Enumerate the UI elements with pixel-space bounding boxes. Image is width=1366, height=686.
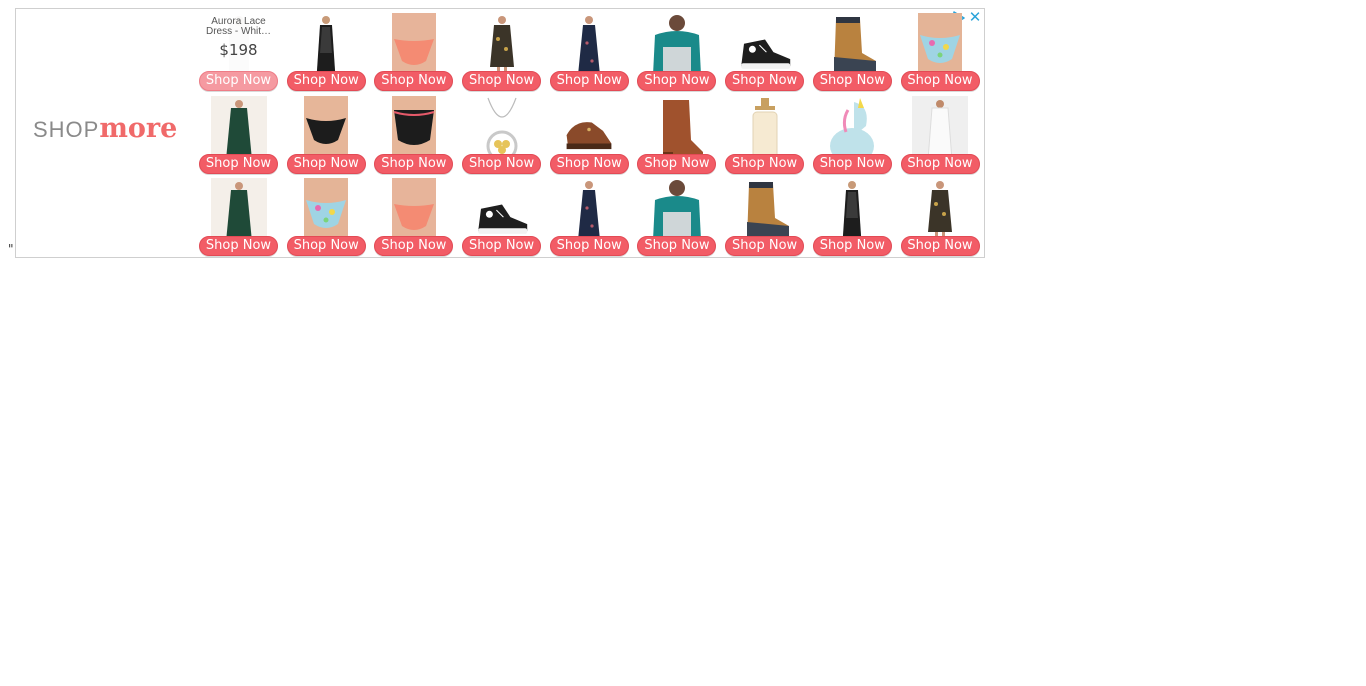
shop-now-button[interactable]: Shop Now bbox=[812, 236, 892, 256]
product-tile[interactable]: Shop Now bbox=[812, 178, 892, 256]
product-tile[interactable]: Shop Now bbox=[725, 178, 805, 256]
product-tile[interactable]: Shop Now bbox=[549, 13, 629, 91]
product-tile[interactable]: Shop Now bbox=[812, 13, 892, 91]
featured-product-name: Aurora Lace Dress - Whit… bbox=[206, 16, 271, 37]
product-tile[interactable]: Shop Now bbox=[462, 96, 542, 174]
product-tile[interactable]: Shop Now bbox=[374, 178, 454, 256]
product-image-black-lace-maxi-dress[interactable] bbox=[824, 178, 880, 252]
shop-now-button[interactable]: Shop Now bbox=[637, 153, 717, 174]
shop-now-button[interactable]: Shop Now bbox=[812, 71, 892, 91]
product-tile[interactable]: Shop Now bbox=[286, 178, 366, 256]
product-tile[interactable]: Shop Now bbox=[725, 96, 805, 174]
logo-more-text: more bbox=[99, 113, 178, 144]
product-image-black-high-top-sneaker[interactable] bbox=[474, 178, 530, 252]
product-grid: Aurora Lace Dress - Whit… $198 Shop Now Sho… bbox=[199, 13, 980, 256]
shop-now-button[interactable]: Shop Now bbox=[725, 71, 805, 91]
shop-now-button[interactable]: Shop Now bbox=[374, 71, 454, 91]
product-image-brown-leather-clog[interactable] bbox=[561, 96, 617, 170]
product-image-navy-floral-maxi-dress[interactable] bbox=[561, 13, 617, 87]
shop-now-button[interactable]: Shop Now bbox=[286, 153, 366, 174]
shop-now-button[interactable]: Shop Now bbox=[374, 153, 454, 174]
product-tile[interactable]: Shop Now bbox=[374, 13, 454, 91]
shop-now-button[interactable]: Shop Now bbox=[199, 153, 278, 174]
shop-now-button[interactable]: Shop Now bbox=[900, 236, 980, 256]
shop-now-button[interactable]: Shop Now bbox=[549, 153, 629, 174]
shop-now-button[interactable]: Shop Now bbox=[900, 153, 980, 174]
product-tile[interactable]: Shop Now bbox=[900, 178, 980, 256]
product-tile[interactable]: Shop Now bbox=[900, 95, 980, 174]
shopmore-logo[interactable]: SHOP more bbox=[33, 113, 183, 153]
shop-now-button[interactable]: Shop Now bbox=[637, 236, 717, 256]
product-tile[interactable]: Shop Now bbox=[199, 178, 278, 256]
product-tile[interactable]: Shop Now bbox=[462, 13, 542, 91]
shop-now-button[interactable]: Shop Now bbox=[637, 71, 717, 91]
featured-product-price: $198 bbox=[219, 41, 258, 59]
product-tile[interactable]: Shop Now bbox=[900, 13, 980, 91]
product-image-black-high-top-sneaker[interactable] bbox=[737, 13, 793, 87]
shopmore-ad-banner[interactable]: SHOP more ✕ Aurora Lace Dress - Whit… $19… bbox=[15, 8, 985, 258]
logo-shop-text: SHOP bbox=[33, 117, 100, 142]
shop-now-button[interactable]: Shop Now bbox=[286, 236, 366, 256]
featured-product-info: Aurora Lace Dress - Whit… $198 bbox=[199, 16, 278, 60]
close-icon[interactable]: ✕ bbox=[968, 8, 982, 26]
shop-now-button[interactable]: Shop Now bbox=[549, 236, 629, 256]
shop-now-button[interactable]: Shop Now bbox=[199, 71, 278, 91]
shop-now-button[interactable]: Shop Now bbox=[725, 236, 805, 256]
product-image-black-lace-maxi-dress[interactable] bbox=[298, 13, 354, 87]
shop-now-button[interactable]: Shop Now bbox=[725, 153, 805, 174]
product-tile[interactable]: Shop Now bbox=[549, 178, 629, 256]
shop-now-button[interactable]: Shop Now bbox=[199, 236, 278, 256]
product-image-navy-floral-maxi-dress[interactable] bbox=[561, 178, 617, 252]
shop-now-button[interactable]: Shop Now bbox=[900, 71, 980, 91]
product-tile[interactable]: Shop Now bbox=[374, 95, 454, 174]
product-tile[interactable]: Shop Now bbox=[286, 13, 366, 91]
product-tile[interactable]: Shop Now bbox=[199, 95, 278, 174]
product-tile[interactable]: Shop Now bbox=[462, 178, 542, 256]
product-tile[interactable]: Shop Now bbox=[812, 96, 892, 174]
shop-now-button[interactable]: Shop Now bbox=[462, 236, 542, 256]
product-tile[interactable]: Shop Now bbox=[549, 96, 629, 174]
shop-now-button[interactable]: Shop Now bbox=[374, 236, 454, 256]
shop-now-button[interactable]: Shop Now bbox=[462, 71, 542, 91]
shop-now-button[interactable]: Shop Now bbox=[549, 71, 629, 91]
product-tile[interactable]: Shop Now bbox=[637, 178, 717, 256]
product-tile[interactable]: Shop Now bbox=[637, 96, 717, 174]
product-tile[interactable]: Shop Now bbox=[725, 13, 805, 91]
product-tile[interactable]: Shop Now bbox=[286, 95, 366, 174]
product-image-teal-color-block-sweater[interactable] bbox=[649, 13, 705, 87]
product-image-aurora-lace-dress[interactable] bbox=[211, 13, 267, 87]
shop-now-button[interactable]: Shop Now bbox=[462, 153, 542, 174]
shop-now-button[interactable]: Shop Now bbox=[812, 153, 892, 174]
product-tile[interactable]: Aurora Lace Dress - Whit… $198 Shop Now bbox=[199, 13, 278, 91]
shop-now-button[interactable]: Shop Now bbox=[286, 71, 366, 91]
product-tile[interactable]: Shop Now bbox=[637, 13, 717, 91]
stray-quote-text: " bbox=[8, 242, 14, 256]
